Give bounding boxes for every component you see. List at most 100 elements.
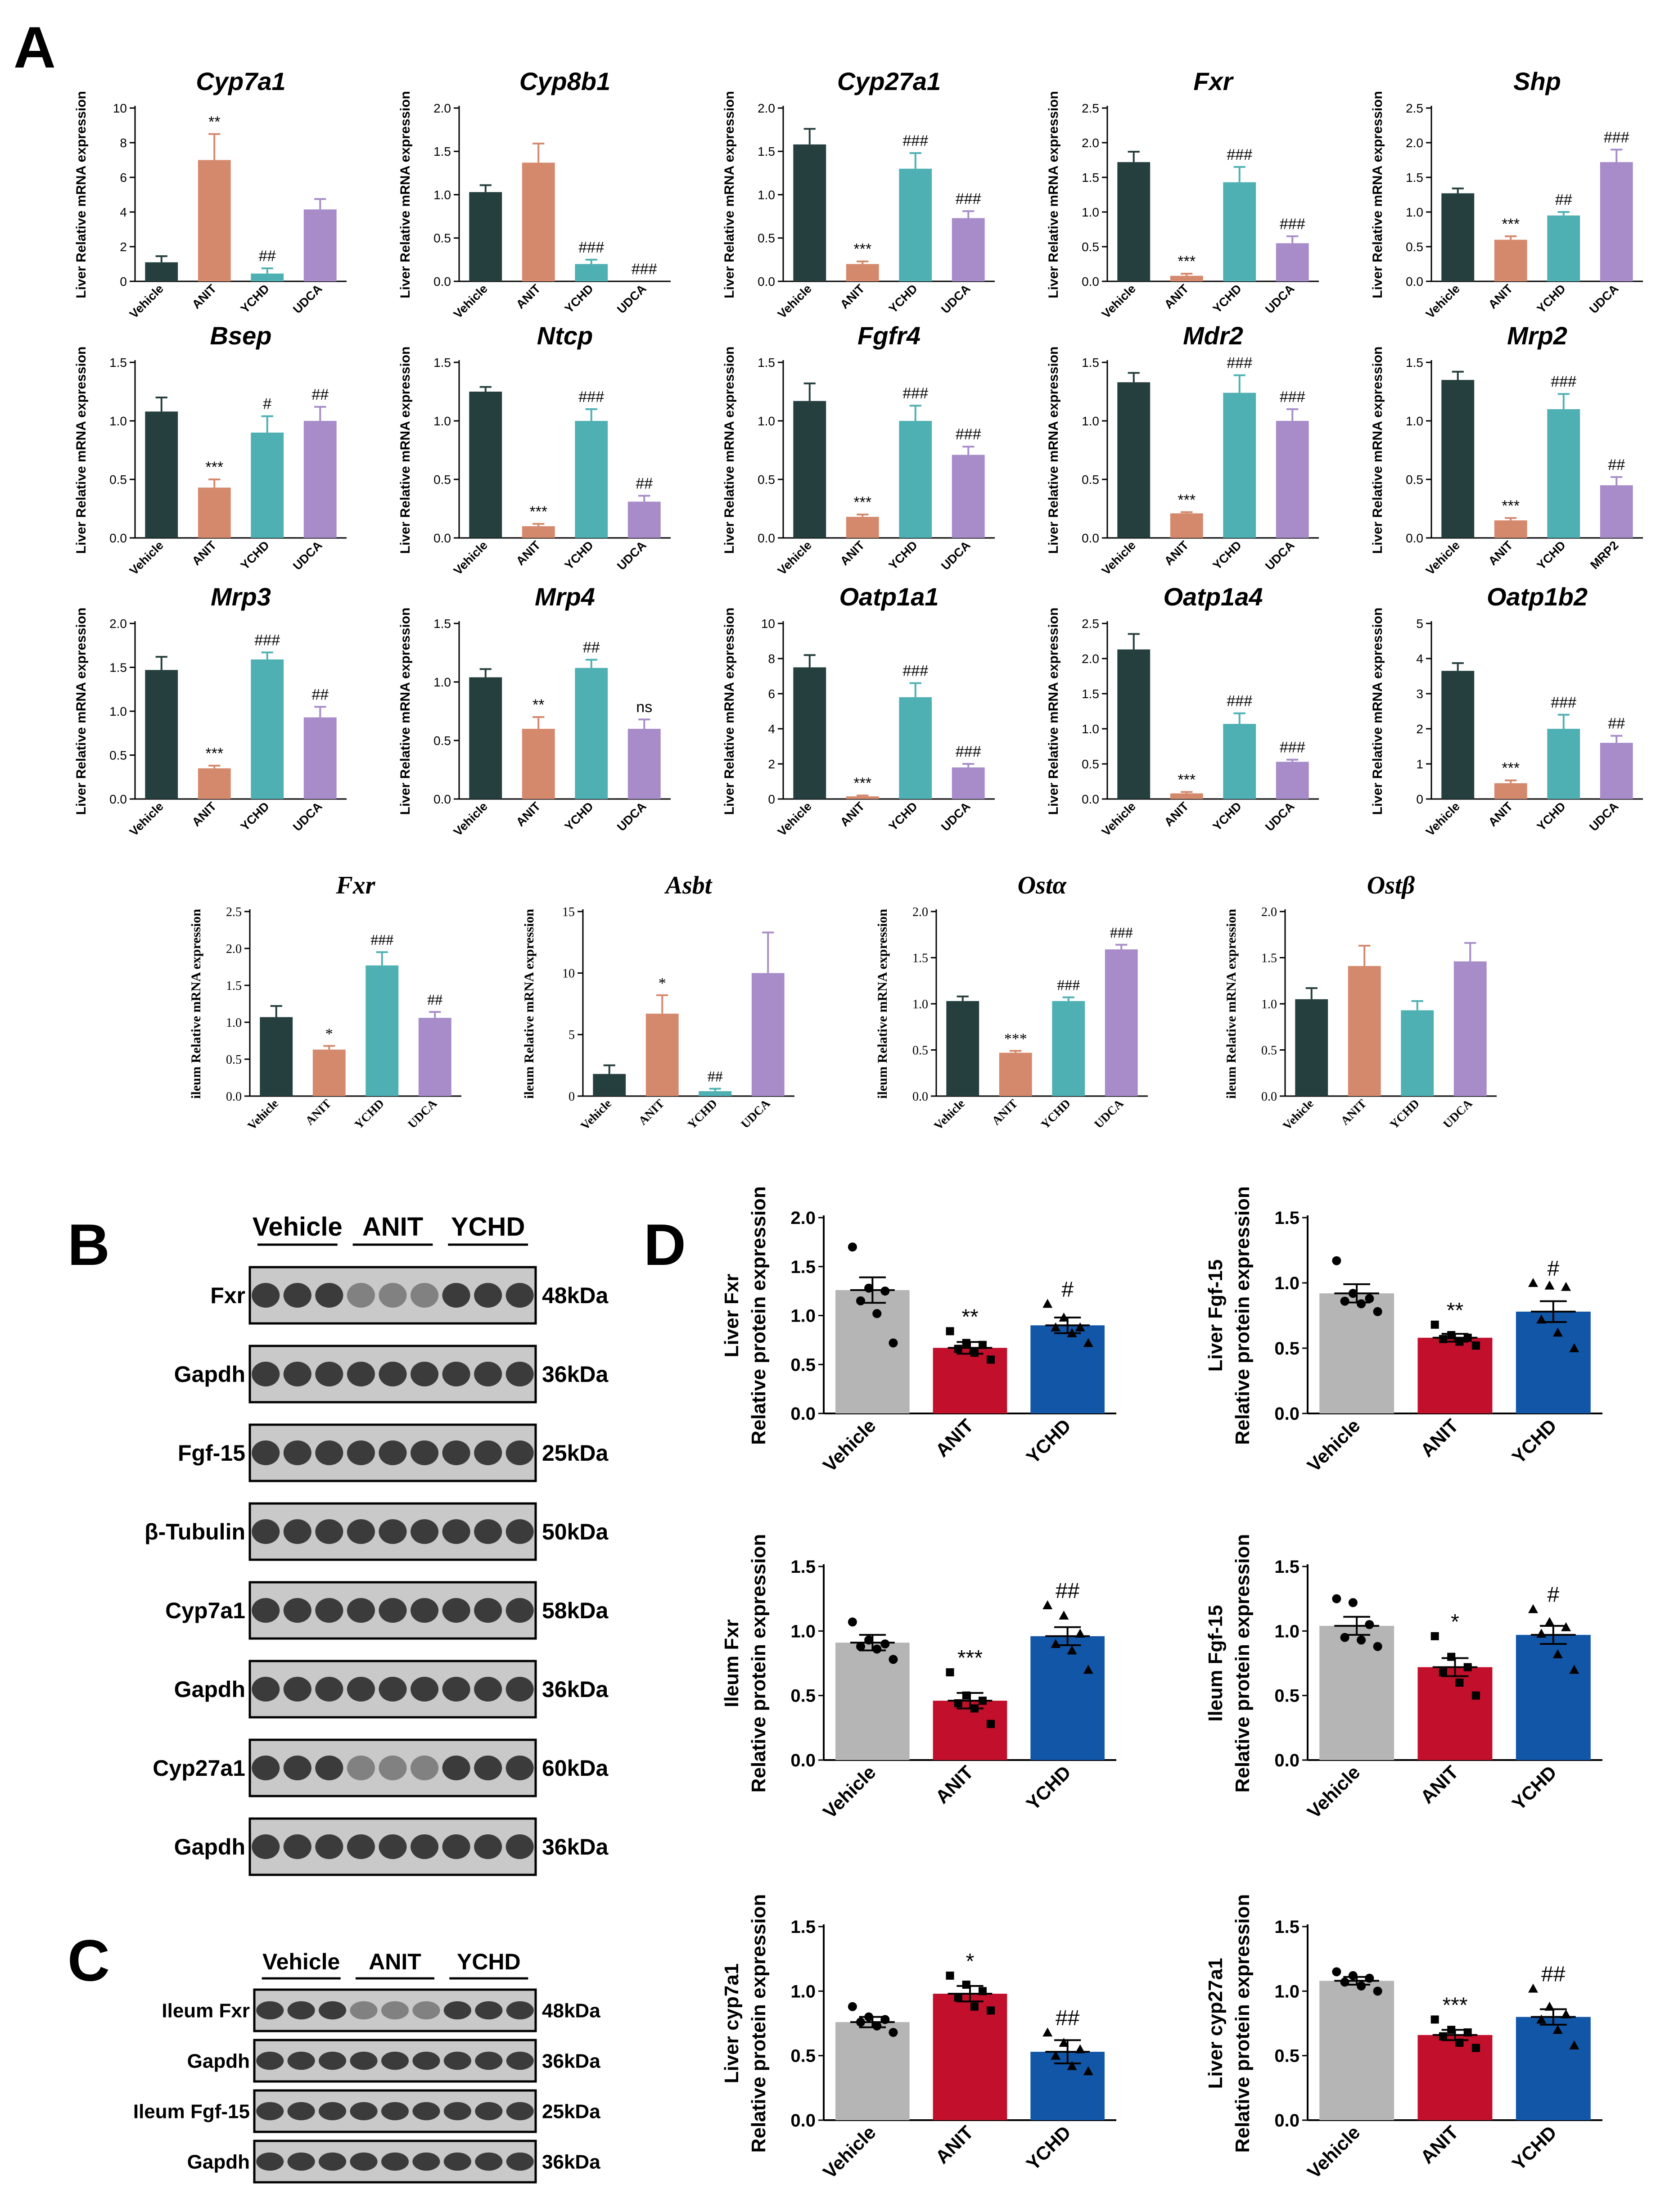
significance-label: ### (902, 663, 928, 680)
y-tick-label: 0.0 (1082, 531, 1099, 545)
significance-label: ### (956, 743, 981, 760)
blot-band (283, 1598, 311, 1623)
chart-1: Cyp8b1 Liver Relative mRNA expression 0.0 0… (398, 67, 671, 321)
data-point (1544, 1617, 1555, 1626)
y-tick-label: 0.5 (109, 748, 127, 762)
blot-band (347, 1283, 375, 1308)
data-point (1075, 1629, 1085, 1638)
blot-group-label: ANIT (369, 1949, 421, 1974)
data-point (1332, 1594, 1341, 1603)
significance-label: ** (1447, 1299, 1463, 1323)
bar-ychd (365, 965, 399, 1096)
bar-udca (1105, 949, 1138, 1096)
blot-band (412, 2102, 440, 2121)
data-point (970, 2002, 979, 2011)
significance-label: ## (1056, 1579, 1080, 1603)
significance-label: ns (636, 699, 652, 716)
bar-ychd (251, 659, 284, 799)
bar-vehicle (1319, 1625, 1394, 1760)
category-label: YCHD (562, 799, 596, 833)
bar-ychd (1052, 1001, 1085, 1096)
significance-label: ## (1608, 715, 1625, 732)
bar-anit (522, 729, 555, 799)
y-axis-label: ileum Relative mRNA expression (1224, 909, 1239, 1099)
data-point (880, 2015, 890, 2024)
blot-band (315, 1362, 343, 1386)
significance-label: * (659, 975, 666, 992)
bar-ychd (1223, 393, 1256, 538)
data-point (1332, 1256, 1341, 1265)
significance-label: * (1451, 1610, 1459, 1634)
y-tick-label: 8 (120, 136, 127, 150)
y-tick-label: 2.0 (912, 905, 928, 919)
blot-band (412, 2152, 440, 2171)
data-point (880, 1287, 890, 1296)
y-tick-label: 0.0 (1274, 2111, 1299, 2131)
blot-band (283, 1677, 311, 1702)
significance-label: *** (1004, 1031, 1027, 1047)
data-point (946, 1971, 954, 1980)
y-tick-label: 0.5 (433, 473, 451, 487)
bar-vehicle (1441, 380, 1475, 538)
y-tick-label: 2.0 (790, 1208, 816, 1228)
bar-udca (952, 218, 985, 281)
bar-ychd (1547, 215, 1580, 281)
y-tick-label: 1.0 (433, 188, 451, 202)
blot-band (350, 2051, 378, 2070)
y-tick-label: 0 (768, 792, 775, 806)
category-label: ANIT (838, 538, 867, 568)
category-label: YCHD (1022, 2122, 1075, 2174)
blot-band (379, 1519, 407, 1544)
blot-row-label: Fxr (210, 1283, 245, 1308)
chart-title: Oatp1a1 (839, 582, 939, 611)
category-label: Vehicle (931, 1097, 967, 1133)
data-point (1067, 1645, 1077, 1655)
y-tick-label: 1.5 (1274, 1557, 1299, 1577)
y-tick-label: 1.0 (109, 704, 127, 718)
category-label: UDCA (614, 799, 649, 834)
bar-vehicle (145, 262, 178, 281)
blot-band (475, 2102, 503, 2121)
blot-band (411, 1598, 439, 1623)
chart-title: Fxr (335, 871, 375, 899)
blot-band (381, 2001, 409, 2020)
blot-band (283, 1519, 311, 1544)
blot-band (283, 1283, 311, 1308)
bar-anit (1348, 966, 1381, 1096)
bar-ychd (1223, 724, 1256, 799)
y-axis-label: Liver Relative mRNA expression (1370, 91, 1385, 298)
data-point (1042, 1600, 1053, 1609)
data-point (864, 1635, 874, 1645)
y-tick-label: 0 (1416, 792, 1423, 806)
blot-band (505, 1677, 534, 1702)
data-point (1552, 1649, 1563, 1658)
y-tick-label: 0.0 (109, 531, 127, 545)
y-tick-label: 0.5 (1406, 473, 1423, 487)
category-label: Vehicle (578, 1097, 614, 1133)
significance-label: *** (529, 503, 547, 520)
bar-vehicle (1319, 1293, 1394, 1413)
significance-label: ## (1056, 2006, 1080, 2030)
y-tick-label: 0.5 (226, 1053, 242, 1067)
blot-kda-label: 36kDa (542, 1362, 609, 1387)
blot-band (315, 1440, 343, 1465)
bar-udca (952, 767, 985, 799)
chart-title: Mrp2 (1507, 321, 1567, 350)
chart-title: Oatp1b2 (1487, 582, 1588, 611)
data-point (962, 1339, 970, 1347)
bar-vehicle (835, 1643, 910, 1760)
data-point (987, 1355, 995, 1364)
significance-label: ### (254, 632, 280, 649)
y-tick-label: 10 (761, 617, 775, 631)
category-label: Vehicle (1303, 1761, 1364, 1823)
category-label: Vehicle (775, 538, 814, 578)
y-tick-label: 2 (768, 757, 775, 771)
blot-row-label: Cyp7a1 (165, 1598, 245, 1623)
data-point (880, 1639, 890, 1648)
significance-label: *** (853, 775, 871, 792)
blot-band (256, 2051, 284, 2070)
data-point (1528, 1983, 1539, 1993)
y-tick-label: 1.0 (912, 998, 928, 1011)
category-label: YCHD (886, 282, 920, 316)
significance-label: # (1547, 1257, 1559, 1281)
